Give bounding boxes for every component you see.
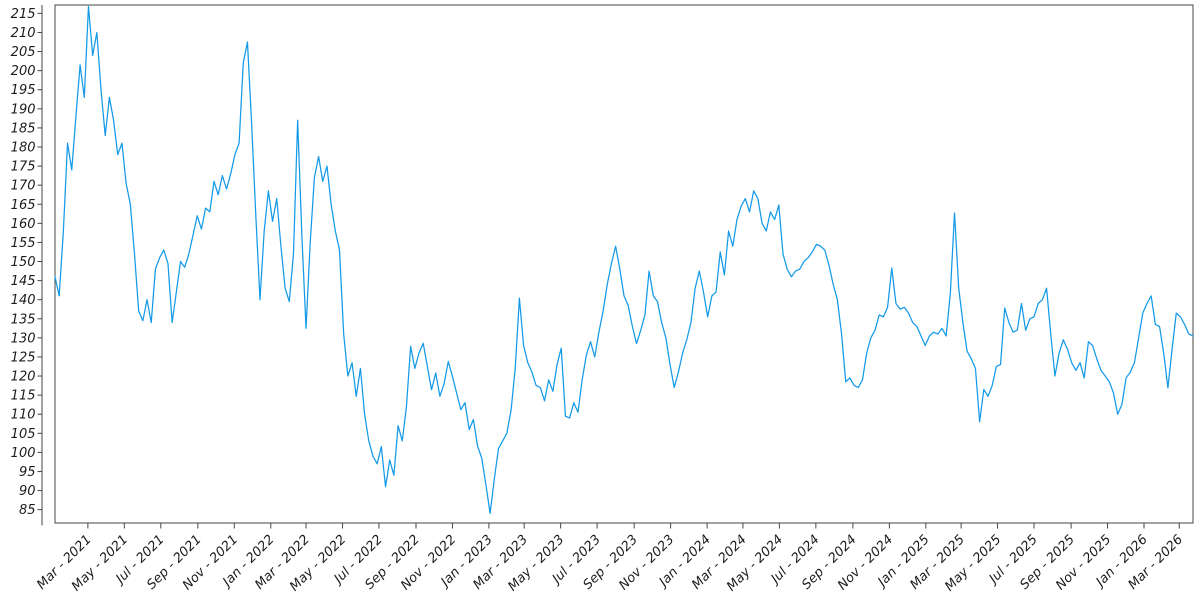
y-tick-label: 105 — [11, 427, 36, 442]
y-tick-label: 100 — [11, 446, 36, 461]
y-tick-label: 170 — [11, 179, 36, 194]
y-tick-label: 85 — [19, 503, 36, 518]
y-axis: 85 90 95 100 105 110 115 120 125 130 135 140 145 150 1… — [11, 5, 43, 526]
y-tick-label: 215 — [11, 7, 36, 22]
y-tick-label: 200 — [11, 64, 36, 79]
y-tick-label: 190 — [11, 102, 36, 117]
y-tick-label: 175 — [11, 160, 36, 175]
y-tick-label: 140 — [11, 293, 36, 308]
y-tick-label: 210 — [11, 26, 36, 41]
y-tick-label: 205 — [11, 45, 36, 60]
y-tick-label: 185 — [11, 121, 36, 136]
y-tick-label: 150 — [11, 255, 36, 270]
y-axis-tick-labels: 85 90 95 100 105 110 115 120 125 130 135 140 145 150 1… — [11, 7, 36, 518]
y-tick-label: 145 — [11, 274, 36, 289]
y-tick-label: 90 — [19, 484, 36, 499]
y-tick-label: 120 — [11, 370, 36, 385]
price-line — [54, 5, 1194, 515]
y-tick-label: 155 — [11, 236, 36, 251]
y-tick-label: 115 — [11, 389, 36, 404]
y-tick-label: 110 — [11, 408, 36, 423]
plot-frame — [54, 4, 1194, 524]
y-tick-label: 130 — [11, 331, 36, 346]
series-group — [54, 5, 1194, 515]
y-tick-label: 135 — [11, 312, 36, 327]
y-tick-label: 165 — [11, 198, 36, 213]
y-tick-label: 95 — [19, 465, 36, 480]
y-tick-label: 180 — [11, 141, 36, 156]
y-tick-label: 160 — [11, 217, 36, 232]
y-tick-label: 195 — [11, 83, 36, 98]
y-tick-label: 125 — [11, 350, 36, 365]
